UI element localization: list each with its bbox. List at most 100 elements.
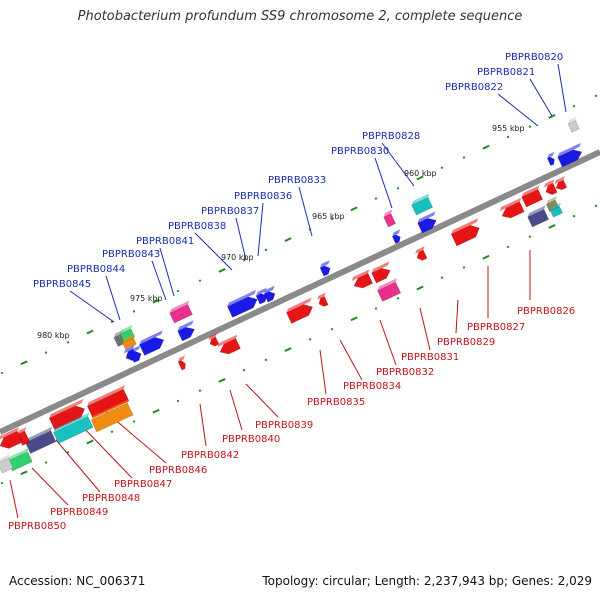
gene-PBPRB0845b[interactable]	[129, 345, 146, 363]
gene-label-top[interactable]: PBPRB0841	[136, 236, 194, 247]
scale-tick	[20, 470, 28, 476]
kbp-label: 955 kbp	[492, 124, 525, 133]
gene-PBPRB0838b[interactable]	[255, 287, 272, 305]
gene-PBPRB0835[interactable]	[285, 297, 318, 324]
gene-label-top[interactable]: PBPRB0820	[505, 52, 563, 63]
label-connector	[69, 290, 115, 323]
gene-PBPRB0826d[interactable]	[549, 202, 565, 218]
gene-label-bottom[interactable]: PBPRB0826	[517, 306, 575, 317]
gene-label-top[interactable]: PBPRB0837	[201, 206, 259, 217]
gene-label-top[interactable]: PBPRB0844	[67, 264, 125, 275]
gene-label-top[interactable]: PBPRB0821	[477, 67, 535, 78]
label-connector	[298, 186, 313, 237]
gene-PBPRB0848[interactable]	[52, 412, 95, 444]
gene-label-top[interactable]: PBPRB0828	[362, 131, 420, 142]
gene-label-bottom[interactable]: PBPRB0831	[401, 352, 459, 363]
label-connector	[319, 349, 327, 395]
gene-PBPRB0844[interactable]	[138, 330, 169, 356]
scale-tick	[264, 248, 268, 252]
scale-tick	[594, 94, 598, 98]
gene-PBPRB0827[interactable]	[520, 185, 545, 208]
scale-tick	[396, 186, 400, 190]
gene-PBPRB0832b[interactable]	[370, 261, 395, 284]
gene-label-top[interactable]: PBPRB0830	[331, 146, 389, 157]
gene-label-bottom[interactable]: PBPRB0849	[50, 507, 108, 518]
scale-tick	[330, 327, 334, 331]
scale-tick	[198, 279, 202, 282]
gene-label-top[interactable]: PBPRB0836	[234, 191, 292, 202]
gene-label-bottom[interactable]: PBPRB0846	[149, 465, 207, 476]
gene-PBPRB0836[interactable]	[391, 229, 405, 245]
gene-label-bottom[interactable]: PBPRB0827	[467, 322, 525, 333]
gene-PBPRB0832[interactable]	[350, 269, 375, 291]
label-connector	[31, 467, 69, 506]
gene-label-bottom[interactable]: PBPRB0832	[376, 367, 434, 378]
gene-PBPRB0847[interactable]	[90, 399, 136, 433]
gene-PBPRB0826b[interactable]	[553, 176, 569, 191]
gene-label-top[interactable]: PBPRB0838	[168, 221, 226, 232]
gene-PBPRB0831[interactable]	[414, 246, 430, 262]
gene-PBPRB0828[interactable]	[410, 193, 435, 216]
gene-PBPRB0850c[interactable]	[0, 453, 16, 474]
gene-label-top[interactable]: PBPRB0845	[33, 279, 91, 290]
gene-PBPRB0845d[interactable]	[119, 324, 138, 343]
gene-label-bottom[interactable]: PBPRB0848	[82, 493, 140, 504]
label-connector	[151, 260, 167, 301]
gene-PBPRB0838c[interactable]	[263, 285, 280, 303]
scale-tick	[416, 175, 424, 181]
gene-PBPRB0849[interactable]	[24, 426, 58, 454]
scale-tick	[374, 197, 378, 200]
kbp-label: 965 kbp	[312, 212, 345, 221]
gene-label-top[interactable]: PBPRB0822	[445, 82, 503, 93]
kbp-label: 970 kbp	[221, 253, 254, 262]
gene-PBPRB0838[interactable]	[226, 289, 262, 318]
gene-label-bottom[interactable]: PBPRB0850	[8, 521, 66, 532]
scale-tick	[86, 439, 94, 445]
gene-PBPRB0833[interactable]	[382, 209, 398, 228]
gene-label-top[interactable]: PBPRB0843	[102, 249, 160, 260]
label-connector	[235, 217, 247, 261]
scale-tick	[594, 204, 598, 208]
gene-PBPRB0846[interactable]	[86, 385, 132, 419]
gene-label-bottom[interactable]: PBPRB0840	[222, 434, 280, 445]
gene-label-bottom[interactable]: PBPRB0834	[343, 381, 401, 392]
gene-label-top[interactable]: PBPRB0833	[268, 175, 326, 186]
gene-PBPRB0845e[interactable]	[121, 333, 139, 350]
gene-PBPRB0826[interactable]	[543, 179, 560, 196]
gene-PBPRB0829[interactable]	[450, 218, 485, 247]
gene-PBPRB0840[interactable]	[207, 333, 222, 348]
scale-tick	[132, 420, 136, 423]
gene-PBPRB0846b[interactable]	[48, 398, 90, 431]
label-connector	[455, 299, 459, 334]
scale-tick	[416, 285, 424, 291]
gene-PBPRB0837[interactable]	[319, 260, 335, 277]
gene-label-bottom[interactable]: PBPRB0842	[181, 450, 239, 461]
gene-PBPRB0820[interactable]	[567, 116, 582, 133]
gene-label-bottom[interactable]: PBPRB0829	[437, 337, 495, 348]
gene-PBPRB0850[interactable]	[0, 427, 25, 451]
gene-PBPRB0821[interactable]	[556, 142, 586, 168]
scale-tick	[350, 316, 358, 322]
gene-label-bottom[interactable]: PBPRB0835	[307, 397, 365, 408]
gene-PBPRB0834[interactable]	[376, 278, 403, 302]
gene-PBPRB0839[interactable]	[216, 334, 243, 357]
scale-tick	[506, 245, 510, 249]
scale-tick	[110, 430, 114, 434]
gene-PBPRB0830[interactable]	[416, 211, 441, 234]
gene-PBPRB0822[interactable]	[546, 151, 559, 167]
scale-tick	[0, 371, 4, 375]
gene-PBPRB0827b[interactable]	[498, 197, 527, 221]
gene-PBPRB0842[interactable]	[177, 355, 190, 371]
gene-PBPRB0835b[interactable]	[316, 292, 331, 309]
gene-PBPRB0827c[interactable]	[526, 205, 551, 228]
gene-label-bottom[interactable]: PBPRB0839	[255, 420, 313, 431]
scale-tick	[330, 217, 334, 221]
scale-tick	[242, 258, 246, 262]
gene-PBPRB0841[interactable]	[168, 300, 195, 324]
gene-label-bottom[interactable]: PBPRB0847	[114, 479, 172, 490]
label-connector	[9, 479, 19, 519]
label-connector	[105, 275, 121, 321]
gene-PBPRB0843[interactable]	[176, 320, 199, 342]
label-connector	[79, 423, 133, 479]
